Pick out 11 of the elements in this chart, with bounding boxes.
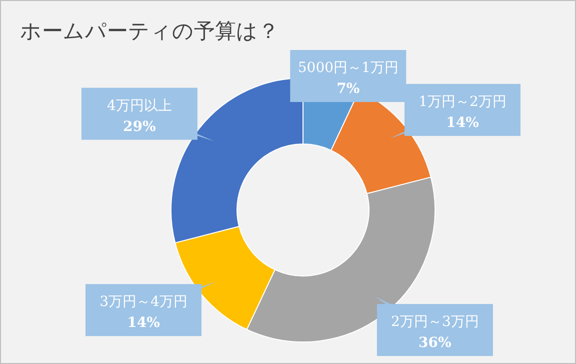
data-label: 7% [336,81,360,97]
chart-title: ホームパーティの予算は？ [20,19,279,43]
data-label: 36% [418,335,452,351]
data-label: 29% [123,118,156,135]
slice-label: 1万円～2万円 [418,94,506,110]
slice-label: 2万円～3万円 [391,314,479,330]
data-label: 14% [127,315,160,332]
slice-label: 4万円以上 [106,98,172,114]
slice-label: 3万円～4万円 [100,294,188,310]
slice-label: 5000円～1万円 [298,60,398,76]
data-label: 14% [446,114,479,131]
